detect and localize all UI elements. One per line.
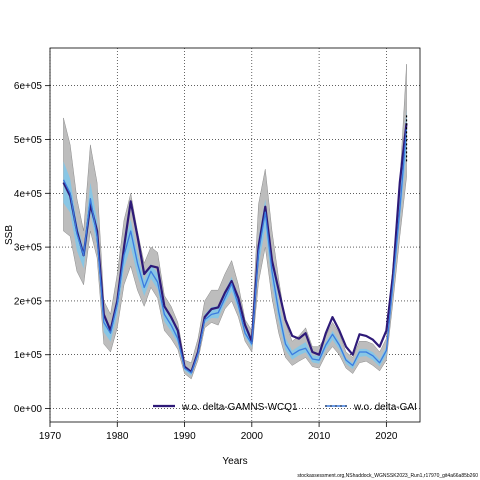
y-tick-label: 5e+05 xyxy=(14,135,43,146)
legend-label-series-2: w.o. delta-GAI xyxy=(353,402,417,413)
y-tick-label: 6e+05 xyxy=(14,81,43,92)
x-tick-label: 2000 xyxy=(241,431,264,442)
y-tick-label: 4e+05 xyxy=(14,189,43,200)
legend-label-series-1: w.o. delta-GAMNS-WCQ1 xyxy=(181,402,298,413)
x-tick-label: 1990 xyxy=(173,431,196,442)
series-lines xyxy=(62,115,408,374)
confidence-bands xyxy=(63,64,407,380)
x-tick-label: 2020 xyxy=(375,431,398,442)
y-tick-label: 0e+00 xyxy=(14,404,43,415)
series-line-1 xyxy=(62,123,408,374)
confidence-band-series-2 xyxy=(63,109,407,376)
credit-text: stockassessment.org,NShaddock_WGNSSK2023… xyxy=(297,473,478,479)
y-tick-label: 3e+05 xyxy=(14,243,43,254)
plot-frame xyxy=(49,47,421,423)
grid-lines xyxy=(49,48,420,422)
x-axis-ticks: 1970 1980 1990 2000 2010 2020 xyxy=(39,422,398,442)
series-line-2 xyxy=(62,128,408,374)
x-tick-label: 1970 xyxy=(39,431,62,442)
legend: w.o. delta-GAMNS-WCQ1 w.o. delta-GAI xyxy=(153,402,417,413)
x-tick-label: 1980 xyxy=(106,431,129,442)
y-tick-label: 2e+05 xyxy=(14,296,43,307)
y-tick-label: 1e+05 xyxy=(14,350,43,361)
y-axis-title: SSB xyxy=(4,225,15,245)
x-tick-label: 2010 xyxy=(308,431,331,442)
y-axis-ticks: 0e+00 1e+05 2e+05 3e+05 4e+05 5e+05 6e+05 xyxy=(14,81,50,415)
x-axis-title: Years xyxy=(222,456,247,467)
confidence-band-outer xyxy=(63,64,407,380)
